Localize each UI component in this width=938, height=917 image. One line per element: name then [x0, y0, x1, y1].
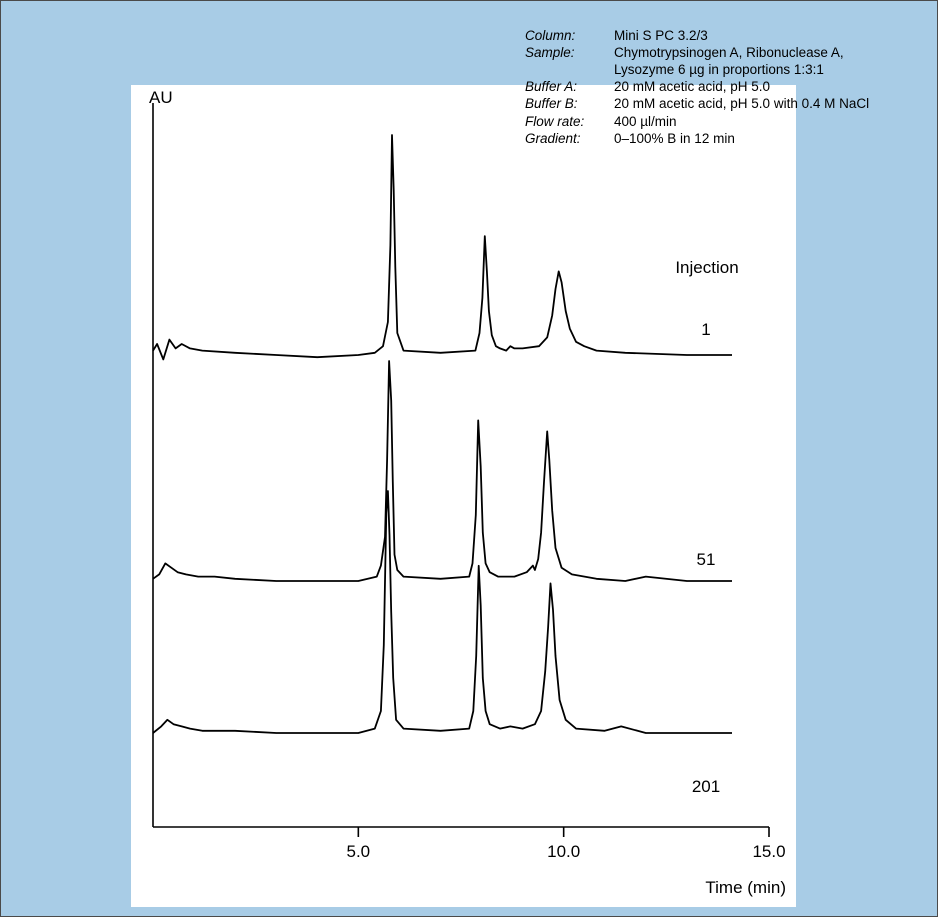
series-label: 51 [697, 550, 716, 569]
condition-value: Mini S PC 3.2/3 [614, 28, 708, 43]
condition-value: 20 mM acetic acid, pH 5.0 with 0.4 M NaC… [614, 96, 869, 111]
x-tick-label: 5.0 [347, 842, 371, 861]
condition-value: Chymotrypsinogen A, Ribonuclease A, [614, 45, 844, 60]
trace-injection-201 [152, 490, 732, 734]
series-label: 1 [701, 320, 710, 339]
condition-key: Flow rate: [525, 114, 585, 129]
condition-key: Buffer A: [525, 79, 577, 94]
trace-injection-51 [152, 360, 732, 582]
axes [152, 103, 769, 828]
condition-value: 0–100% B in 12 min [614, 131, 735, 146]
condition-key: Column: [525, 28, 576, 43]
conditions-box: Column: Mini S PC 3.2/3 Sample: Chymotrypsi… [525, 28, 869, 146]
traces [152, 134, 732, 734]
x-tick-label: 15.0 [752, 842, 785, 861]
series-labels: 1 51 201 [692, 320, 720, 796]
condition-key: Buffer B: [525, 96, 578, 111]
trace-injection-1 [152, 134, 732, 361]
condition-key: Gradient: [525, 131, 581, 146]
x-ticks: 5.0 10.0 15.0 [347, 827, 786, 861]
chart-panel: 5.0 10.0 15.0 1 51 201 AU Time (min) Injecti… [131, 85, 796, 907]
condition-value: 400 µl/min [614, 114, 677, 129]
injection-legend-title: Injection [675, 258, 738, 277]
condition-value: Lysozyme 6 µg in proportions 1:3:1 [614, 62, 824, 77]
chromatogram-chart: 5.0 10.0 15.0 1 51 201 AU Time (min) Injecti… [149, 88, 786, 897]
x-axis-label: Time (min) [705, 878, 786, 897]
series-label: 201 [692, 777, 720, 796]
y-axis-label: AU [149, 88, 173, 107]
condition-value: 20 mM acetic acid, pH 5.0 [614, 79, 770, 94]
condition-key: Sample: [525, 45, 575, 60]
x-tick-label: 10.0 [547, 842, 580, 861]
